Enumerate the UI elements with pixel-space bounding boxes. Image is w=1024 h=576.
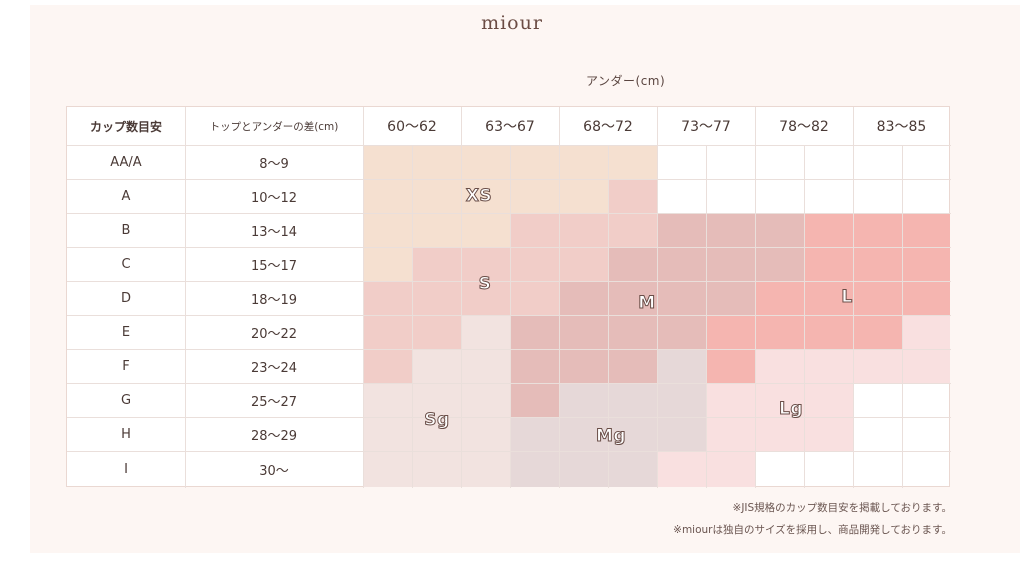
zone-lg: [902, 315, 950, 349]
zone-s: [363, 281, 559, 315]
row-labels: AA/A 8〜9 A 10〜12 B 13〜14 C 15〜17 D 18〜19 E 20〜22 F 23…: [67, 145, 363, 487]
zone-m: [510, 383, 559, 417]
row-cup-label: D: [120, 290, 131, 306]
zone-sg: [363, 451, 510, 487]
row-diff-label: 23〜24: [250, 360, 298, 376]
zone-m: [657, 213, 804, 247]
zone-sg: [412, 349, 510, 383]
row-diff-label: 8〜9: [259, 156, 289, 172]
zone-sg: [461, 315, 510, 349]
size-label-mg: Mg: [595, 426, 627, 447]
row-diff-label: 20〜22: [250, 326, 298, 342]
zone-m: [510, 349, 657, 383]
zone-mg: [510, 451, 657, 487]
zone-s: [363, 349, 412, 383]
zone-l: [706, 349, 755, 383]
row-cup-label: B: [121, 222, 131, 238]
zone-l: [755, 281, 950, 315]
row-cup-label: F: [122, 358, 130, 374]
zone-lg: [706, 417, 853, 451]
row-cup-label: C: [121, 256, 131, 272]
row-cup-label: G: [120, 392, 132, 408]
size-label-lg: Lg: [778, 399, 804, 420]
zone-lg: [657, 451, 755, 487]
zone-lg: [706, 383, 853, 417]
zone-xs: [363, 213, 510, 247]
row-diff-label: 15〜17: [250, 258, 298, 274]
zone-l: [804, 213, 950, 247]
size-label-s: S: [478, 274, 492, 295]
zone-mg: [657, 349, 706, 383]
zone-xs: [363, 247, 412, 281]
header-under-63: 63〜67: [485, 119, 535, 135]
row-cup-label: AA/A: [110, 154, 142, 170]
header-cup: カップ数目安: [89, 119, 162, 134]
row-cup-label: I: [124, 461, 128, 477]
header-under-60: 60〜62: [387, 119, 437, 135]
zone-lg: [755, 349, 950, 383]
zone-sg: [363, 383, 510, 417]
header-under-78: 78〜82: [779, 119, 829, 135]
zone-m: [559, 281, 755, 315]
row-diff-label: 13〜14: [250, 224, 298, 240]
size-label-xs: XS: [465, 186, 493, 207]
row-diff-label: 28〜29: [250, 428, 298, 444]
zone-sg: [363, 417, 510, 451]
size-label-sg: Sg: [424, 410, 450, 431]
zone-s: [608, 179, 657, 213]
row-diff-label: 25〜27: [250, 394, 298, 410]
row-diff-label: 10〜12: [250, 190, 298, 206]
zone-xs: [363, 145, 657, 179]
row-diff-label: 18〜19: [250, 292, 298, 308]
zone-s: [412, 247, 608, 281]
row-diff-label: 30〜: [259, 463, 289, 479]
zone-l: [706, 315, 902, 349]
brand-logo: miour: [481, 12, 543, 34]
under-bust-title: アンダー(cm): [586, 74, 666, 88]
size-label-l: L: [841, 287, 853, 308]
row-cup-label: E: [121, 324, 131, 340]
zone-xs: [363, 179, 608, 213]
header-diff: トップとアンダーの差(cm): [209, 120, 339, 133]
size-table: カップ数目安 トップとアンダーの差(cm) 60〜62 63〜67 68〜72 …: [66, 106, 951, 488]
size-zones: [363, 145, 951, 487]
size-label-m: M: [638, 293, 656, 314]
header-under-83: 83〜85: [876, 119, 927, 135]
zone-m: [510, 315, 706, 349]
note-jis: ※JIS規格のカップ数目安を掲載しております。: [732, 502, 952, 514]
note-miour: ※miourは独自のサイズを採用し、商品開発しております。: [673, 524, 952, 536]
zone-l: [804, 247, 950, 281]
zone-mg: [559, 383, 706, 417]
header-under-73: 73〜77: [681, 119, 731, 135]
header-under-68: 68〜72: [583, 119, 633, 135]
zone-s: [363, 315, 461, 349]
zone-s: [510, 213, 657, 247]
row-cup-label: H: [121, 426, 131, 442]
row-cup-label: A: [121, 188, 131, 204]
zone-m: [608, 247, 804, 281]
